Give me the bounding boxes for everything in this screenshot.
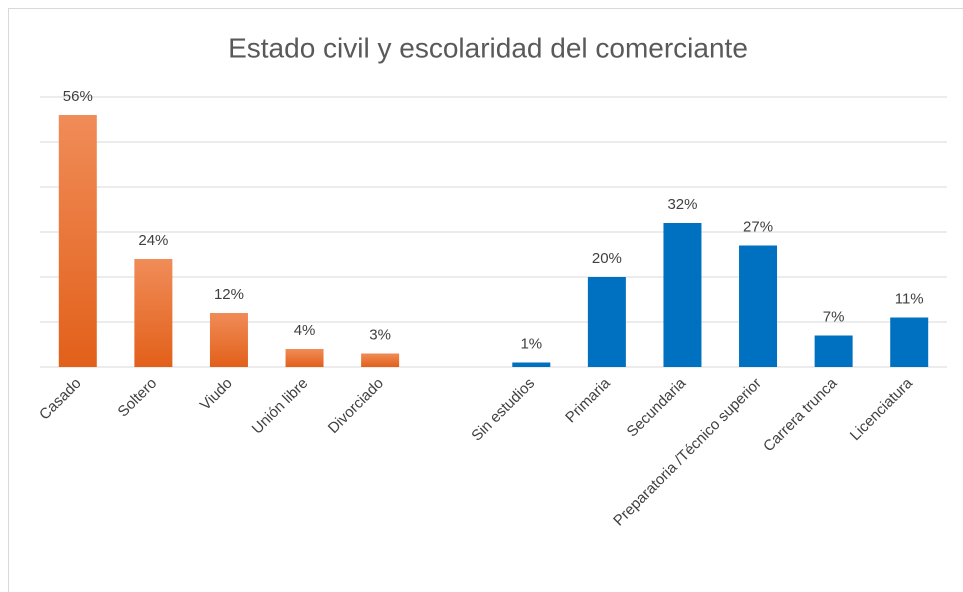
data-label: 32% [667, 196, 697, 213]
bar [58, 115, 97, 367]
data-label: 11% [895, 291, 924, 308]
data-label: 56% [63, 88, 93, 105]
bar [209, 313, 248, 367]
bar [361, 353, 400, 367]
chart-title: Estado civil y escolaridad del comercian… [228, 32, 748, 63]
data-label: 24% [138, 232, 168, 249]
data-label: 12% [214, 286, 244, 303]
bar [739, 245, 778, 367]
bar [814, 335, 853, 367]
data-label: 4% [294, 322, 316, 339]
data-label: 1% [520, 336, 542, 353]
bar [134, 259, 173, 367]
bar [663, 223, 702, 367]
data-label: 20% [592, 250, 622, 267]
data-label: 3% [369, 327, 391, 344]
bar [285, 349, 324, 367]
bar [512, 362, 551, 367]
bar [890, 317, 929, 367]
bar [587, 277, 626, 367]
data-label: 27% [743, 219, 773, 236]
data-label: 7% [823, 309, 845, 326]
